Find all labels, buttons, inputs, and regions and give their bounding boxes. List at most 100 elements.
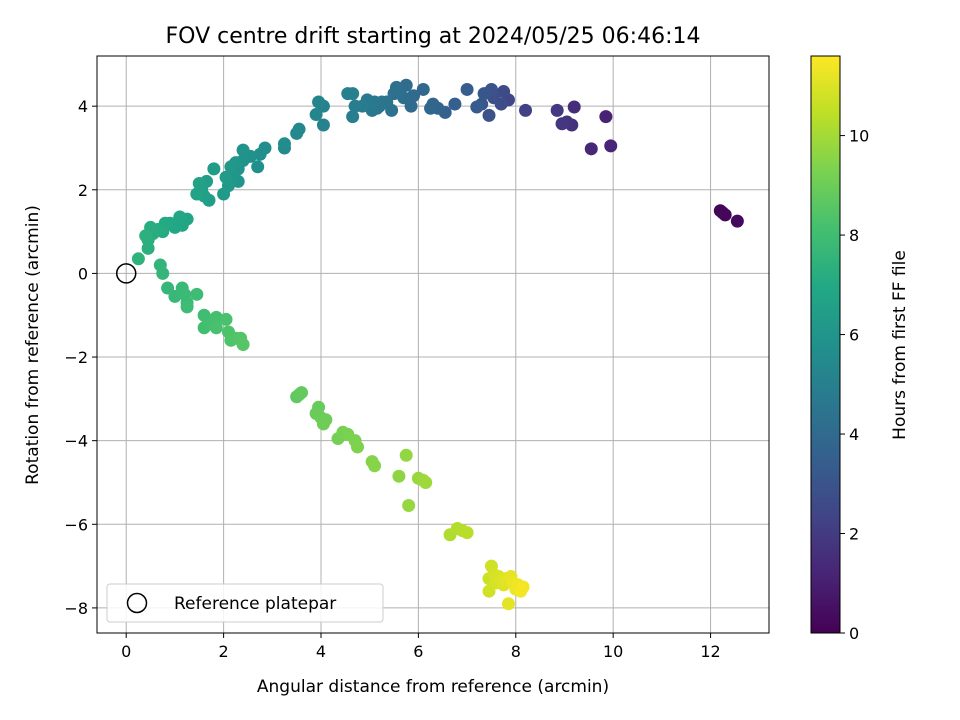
scatter-point bbox=[555, 117, 569, 131]
legend-box bbox=[106, 583, 384, 623]
scatter-point bbox=[346, 110, 360, 124]
colorbar-label: Hours from first FF file bbox=[890, 250, 910, 440]
y-tick-label: −8 bbox=[64, 599, 88, 618]
scatter-point bbox=[460, 82, 474, 96]
scatter-point bbox=[173, 210, 187, 224]
scatter-point bbox=[519, 103, 533, 117]
y-tick-label: −4 bbox=[64, 432, 88, 451]
scatter-point bbox=[584, 142, 598, 156]
scatter-point bbox=[253, 147, 267, 161]
legend-marker bbox=[126, 592, 148, 614]
x-axis-ticks: 0 2 4 6 8 10 12 bbox=[121, 633, 721, 661]
scatter-point bbox=[236, 143, 250, 157]
scatter-point bbox=[156, 266, 170, 280]
scatter-point bbox=[217, 187, 231, 201]
scatter-point bbox=[567, 100, 581, 114]
scatter-point bbox=[730, 214, 744, 228]
colorbar-ticks: 0 2 4 6 8 10 bbox=[840, 127, 869, 643]
scatter-point bbox=[190, 287, 204, 301]
scatter-point bbox=[351, 440, 365, 454]
scatter-point bbox=[290, 126, 304, 140]
scatter-point bbox=[312, 95, 326, 109]
y-tick-label: 2 bbox=[78, 181, 88, 200]
scatter-point bbox=[207, 162, 221, 176]
scatter-point bbox=[407, 89, 421, 103]
scatter-point bbox=[277, 137, 291, 151]
scatter-point bbox=[599, 110, 613, 124]
scatter-point bbox=[399, 448, 413, 462]
colorbar-tick-label: 2 bbox=[849, 525, 859, 544]
y-tick-label: 4 bbox=[78, 97, 88, 116]
y-axis-label: Rotation from reference (arcmin) bbox=[23, 205, 43, 485]
scatter-point bbox=[139, 229, 153, 243]
x-tick-label: 4 bbox=[316, 642, 326, 661]
x-tick-label: 6 bbox=[413, 642, 423, 661]
reference-platepar-marker bbox=[115, 263, 137, 284]
scatter-point bbox=[477, 87, 491, 101]
x-tick-label: 12 bbox=[700, 642, 720, 661]
scatter-point bbox=[131, 252, 145, 266]
colorbar-tick-label: 8 bbox=[849, 226, 859, 245]
scatter-point bbox=[550, 103, 564, 117]
scatter-point bbox=[516, 580, 530, 594]
scatter-point bbox=[197, 308, 211, 322]
scatter-point bbox=[219, 170, 233, 184]
colorbar bbox=[810, 55, 841, 634]
scatter-point bbox=[190, 187, 204, 201]
scatter-point bbox=[209, 310, 223, 324]
y-tick-label: 0 bbox=[78, 264, 88, 283]
colorbar-tick-label: 6 bbox=[849, 326, 859, 345]
x-tick-label: 2 bbox=[219, 642, 229, 661]
scatter-point bbox=[236, 338, 250, 351]
scatter-point bbox=[209, 321, 223, 335]
scatter-point bbox=[341, 87, 355, 101]
scatter-point bbox=[316, 118, 330, 132]
scatter-point bbox=[392, 469, 406, 483]
scatter-point bbox=[368, 459, 382, 473]
scatter-point bbox=[497, 85, 511, 99]
scatter-point bbox=[448, 97, 462, 111]
scatter-point bbox=[419, 475, 433, 489]
colorbar-tick-label: 4 bbox=[849, 425, 859, 444]
y-tick-label: −2 bbox=[64, 348, 88, 367]
scatter-point bbox=[295, 386, 309, 400]
scatter-point bbox=[224, 160, 238, 174]
scatter-point bbox=[404, 99, 418, 113]
x-axis-label: Angular distance from reference (arcmin) bbox=[257, 677, 609, 697]
scatter-point bbox=[192, 177, 206, 191]
legend-label: Reference platepar bbox=[174, 594, 336, 614]
scatter-point bbox=[482, 584, 496, 598]
scatter-point bbox=[424, 101, 438, 115]
x-tick-label: 10 bbox=[603, 642, 623, 661]
scatter-point bbox=[219, 312, 233, 326]
scatter-point bbox=[180, 300, 194, 314]
scatter-point bbox=[168, 289, 182, 303]
y-tick-label: −6 bbox=[64, 515, 88, 534]
x-tick-label: 8 bbox=[511, 642, 521, 661]
chart-title: FOV centre drift starting at 2024/05/25 … bbox=[166, 24, 701, 49]
scatter-point bbox=[402, 498, 416, 512]
scatter-point bbox=[718, 208, 732, 222]
scatter-point bbox=[604, 139, 618, 153]
scatter-point bbox=[141, 241, 155, 255]
scatter-point bbox=[319, 413, 333, 427]
legend: Reference platepar bbox=[106, 583, 384, 623]
scatter-point bbox=[501, 597, 515, 611]
scatter-point bbox=[470, 100, 484, 114]
scatter-point bbox=[387, 87, 401, 101]
plot-frame bbox=[96, 55, 770, 634]
scatter-point bbox=[416, 82, 430, 96]
scatter-point bbox=[309, 108, 323, 122]
scatter-point bbox=[460, 526, 474, 540]
scatter-point bbox=[161, 281, 175, 295]
grid-lines bbox=[97, 56, 769, 633]
scatter-point bbox=[348, 99, 362, 113]
colorbar-tick-label: 10 bbox=[849, 127, 869, 146]
colorbar-tick-label: 0 bbox=[849, 624, 859, 643]
scatter-points bbox=[131, 78, 744, 611]
scatter-point bbox=[482, 108, 496, 122]
x-tick-label: 0 bbox=[121, 642, 131, 661]
y-axis-ticks: −8 −6 −4 −2 0 2 4 bbox=[64, 97, 97, 618]
scatter-point bbox=[251, 160, 265, 174]
